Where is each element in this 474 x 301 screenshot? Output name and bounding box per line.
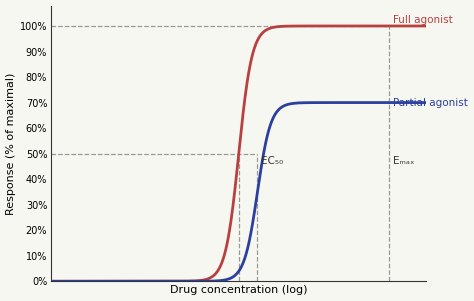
Text: EC₅₀: EC₅₀ (261, 156, 283, 166)
Text: Full agonist: Full agonist (393, 15, 453, 25)
Text: Eₘₐₓ: Eₘₐₓ (393, 156, 414, 166)
X-axis label: Drug concentration (log): Drug concentration (log) (170, 285, 308, 296)
Text: Partial agonist: Partial agonist (393, 98, 468, 107)
Y-axis label: Response (% of maximal): Response (% of maximal) (6, 72, 16, 215)
